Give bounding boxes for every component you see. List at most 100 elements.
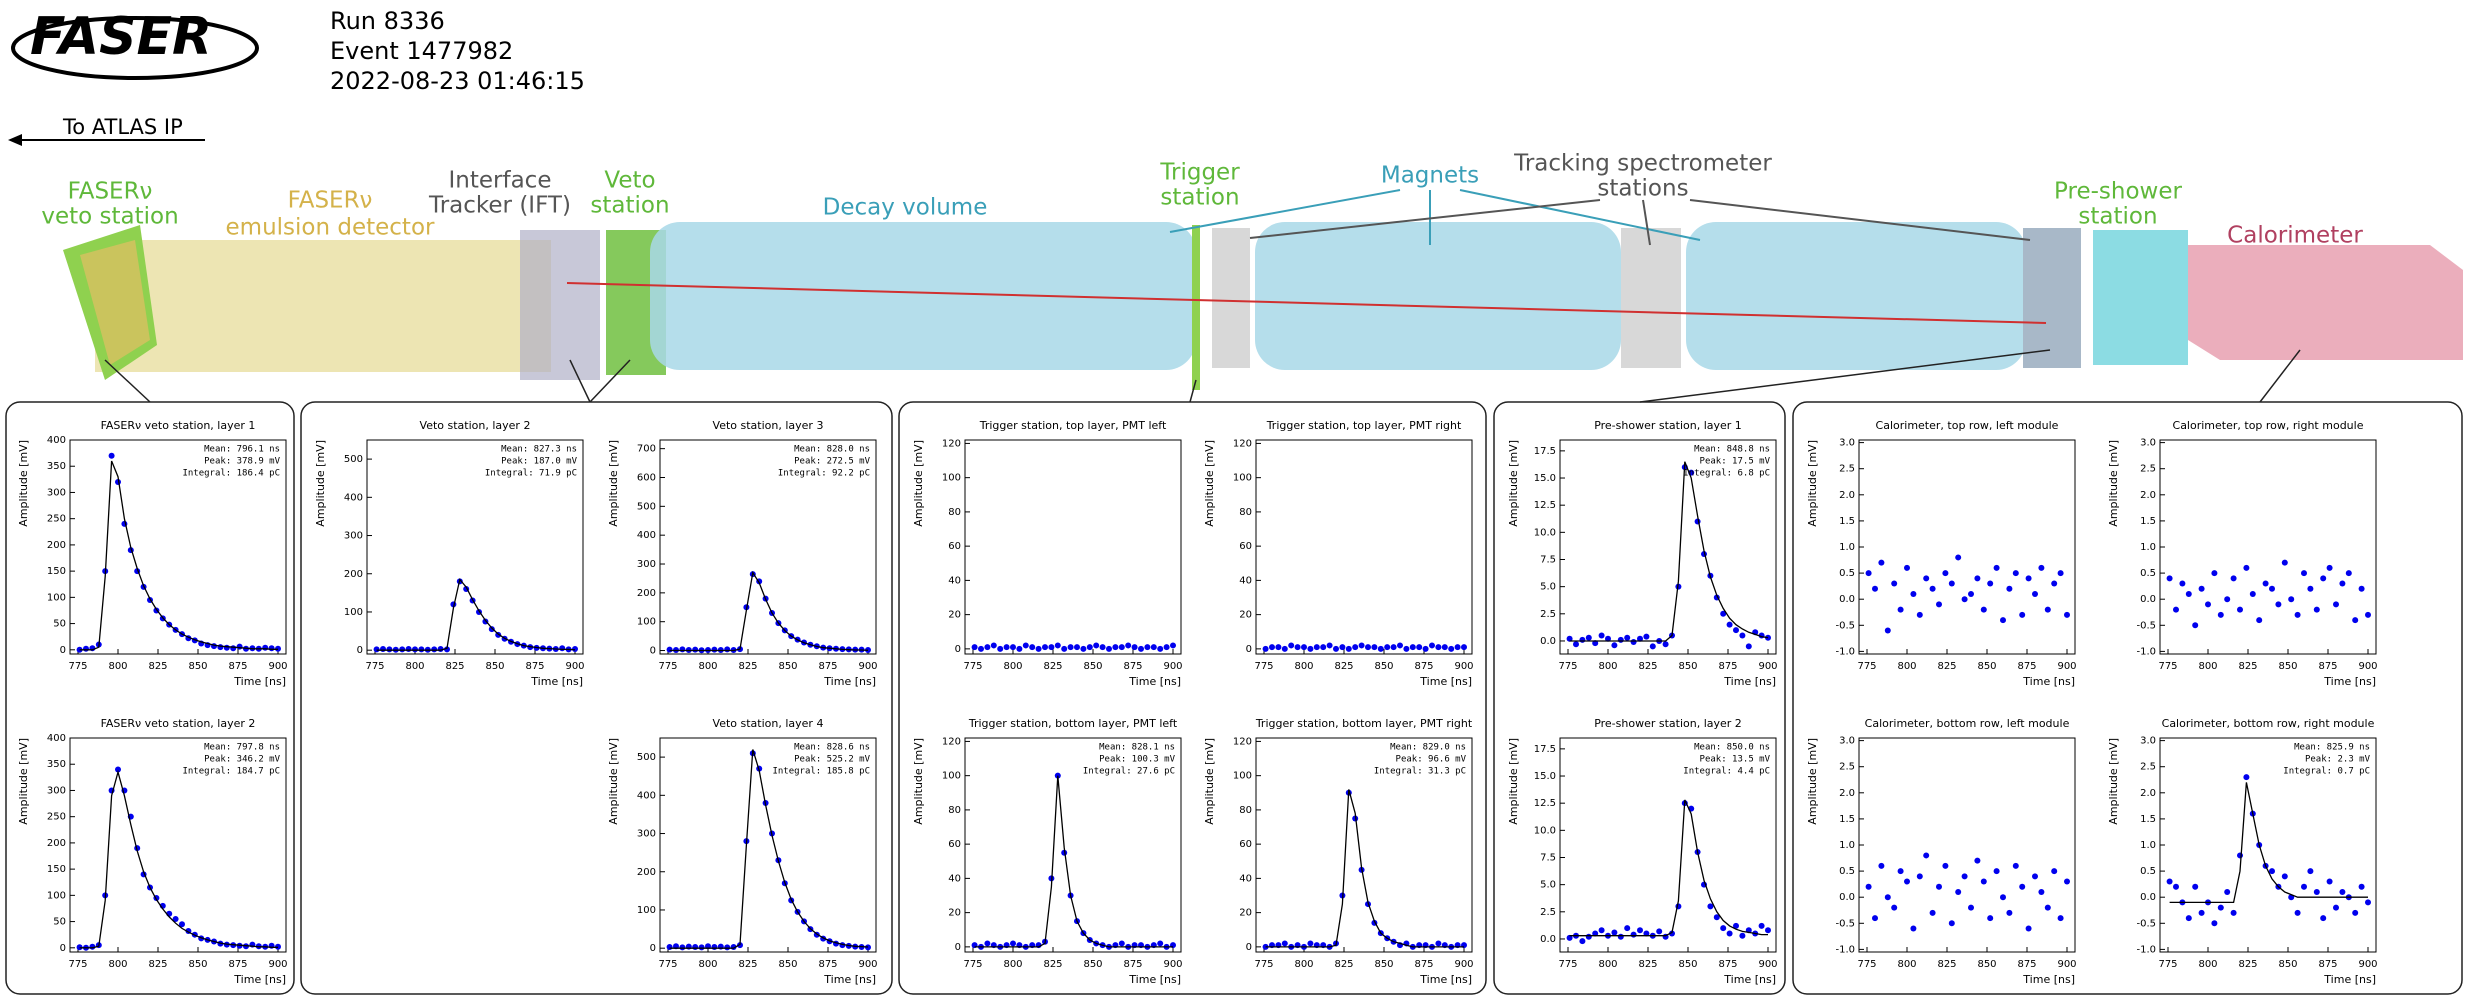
detector-label: Tracker (IFT) bbox=[428, 193, 571, 219]
stats-line: Mean: 828.6 ns bbox=[794, 743, 870, 753]
data-point bbox=[1061, 645, 1068, 652]
data-point bbox=[1042, 644, 1048, 651]
x-axis-label: Time [ns] bbox=[823, 973, 876, 986]
x-tick-label: 825 bbox=[148, 661, 167, 672]
x-axis-label: Time [ns] bbox=[233, 675, 286, 688]
data-point bbox=[1294, 644, 1301, 651]
x-tick-label: 850 bbox=[188, 959, 207, 970]
stats-line: Peak: 13.5 mV bbox=[1700, 755, 1771, 765]
data-point bbox=[217, 644, 224, 651]
y-tick-label: -0.5 bbox=[1835, 918, 1855, 929]
y-tick-label: 1.0 bbox=[1839, 840, 1855, 851]
data-point bbox=[268, 645, 275, 652]
data-point bbox=[1422, 645, 1429, 652]
data-point bbox=[1617, 933, 1624, 940]
y-tick-label: 1.0 bbox=[2140, 542, 2156, 553]
y-tick-label: 100 bbox=[47, 592, 66, 603]
data-point bbox=[1739, 632, 1746, 639]
data-point bbox=[1669, 930, 1675, 937]
x-tick-label: 875 bbox=[2318, 959, 2337, 970]
y-tick-label: 50 bbox=[53, 619, 66, 630]
data-point bbox=[1371, 644, 1378, 651]
data-point bbox=[2269, 585, 2275, 592]
data-point bbox=[1733, 627, 1739, 634]
y-tick-label: 100 bbox=[942, 771, 961, 782]
data-point bbox=[1397, 642, 1403, 649]
y-tick-label: 0.0 bbox=[1540, 934, 1556, 945]
stats-line: Mean: 828.0 ns bbox=[794, 445, 870, 455]
y-tick-label: 20 bbox=[948, 908, 961, 919]
data-point bbox=[1074, 644, 1080, 651]
x-tick-label: 800 bbox=[1598, 959, 1617, 970]
data-point bbox=[2179, 580, 2186, 587]
x-tick-label: 875 bbox=[2017, 959, 2036, 970]
detector-label: Magnets bbox=[1381, 163, 1479, 189]
data-point bbox=[1662, 641, 1669, 648]
data-point bbox=[1138, 645, 1144, 652]
x-axis-label: Time [ns] bbox=[530, 675, 583, 688]
data-point bbox=[1987, 915, 1994, 922]
x-tick-label: 800 bbox=[698, 661, 717, 672]
data-point bbox=[223, 644, 230, 651]
stats-line: Mean: 827.3 ns bbox=[501, 445, 577, 455]
data-point bbox=[1054, 642, 1061, 649]
y-tick-label: 12.5 bbox=[1534, 500, 1556, 511]
x-tick-label: 775 bbox=[1254, 959, 1273, 970]
run: Run 8336 bbox=[330, 7, 445, 35]
data-point bbox=[2230, 575, 2237, 582]
x-tick-label: 850 bbox=[1083, 959, 1102, 970]
data-point bbox=[1016, 645, 1023, 652]
x-axis-label: Time [ns] bbox=[1723, 973, 1776, 986]
panels bbox=[5, 401, 2463, 995]
data-point bbox=[1454, 644, 1461, 651]
y-tick-label: 100 bbox=[1233, 473, 1252, 484]
plot-title: Pre-shower station, layer 2 bbox=[1594, 717, 1742, 730]
x-tick-label: 800 bbox=[108, 959, 127, 970]
y-tick-label: 5.0 bbox=[1540, 582, 1556, 593]
data-point bbox=[179, 921, 185, 928]
y-tick-label: 0.0 bbox=[1839, 892, 1855, 903]
data-point bbox=[1891, 904, 1898, 911]
data-point bbox=[1726, 621, 1733, 628]
data-point bbox=[666, 646, 673, 653]
data-point bbox=[1150, 644, 1157, 651]
y-axis-label: Amplitude [mV] bbox=[912, 440, 925, 527]
y-tick-label: 1.0 bbox=[1839, 542, 1855, 553]
data-point bbox=[1910, 925, 1917, 932]
y-tick-label: 80 bbox=[948, 805, 961, 816]
data-point bbox=[2173, 883, 2179, 890]
data-point bbox=[1429, 642, 1435, 649]
x-tick-label: 800 bbox=[1003, 959, 1022, 970]
fit-line bbox=[2169, 782, 2368, 904]
data-point bbox=[1720, 925, 1727, 932]
data-point bbox=[2032, 873, 2038, 880]
plot-frame bbox=[964, 439, 1182, 655]
y-tick-label: 12.5 bbox=[1534, 798, 1556, 809]
y-tick-label: 40 bbox=[948, 575, 961, 586]
x-tick-label: 800 bbox=[2198, 661, 2217, 672]
y-tick-label: 2.0 bbox=[2140, 490, 2156, 501]
plot-title: Veto station, layer 2 bbox=[420, 419, 531, 432]
data-point bbox=[1585, 933, 1592, 940]
data-point bbox=[1099, 644, 1106, 651]
data-point bbox=[2166, 575, 2173, 582]
y-tick-label: 100 bbox=[637, 905, 656, 916]
plot-title: Veto station, layer 3 bbox=[713, 419, 824, 432]
x-axis-label: Time [ns] bbox=[1419, 675, 1472, 688]
data-point bbox=[1630, 639, 1637, 646]
plot-title: Trigger station, top layer, PMT right bbox=[1266, 419, 1462, 432]
data-point bbox=[1765, 927, 1771, 934]
y-tick-label: 0 bbox=[357, 645, 363, 656]
data-point bbox=[1358, 642, 1365, 649]
y-tick-label: 100 bbox=[637, 617, 656, 628]
data-point bbox=[1288, 642, 1295, 649]
data-point bbox=[418, 646, 425, 653]
stats-line: Integral: 31.3 pC bbox=[1374, 767, 1466, 777]
panel bbox=[1792, 401, 2463, 995]
data-point bbox=[1630, 931, 1637, 938]
data-point bbox=[1281, 940, 1288, 947]
y-axis-label: Amplitude [mV] bbox=[1806, 440, 1819, 527]
y-tick-label: 1.5 bbox=[2140, 516, 2156, 527]
y-tick-label: 60 bbox=[1239, 839, 1252, 850]
